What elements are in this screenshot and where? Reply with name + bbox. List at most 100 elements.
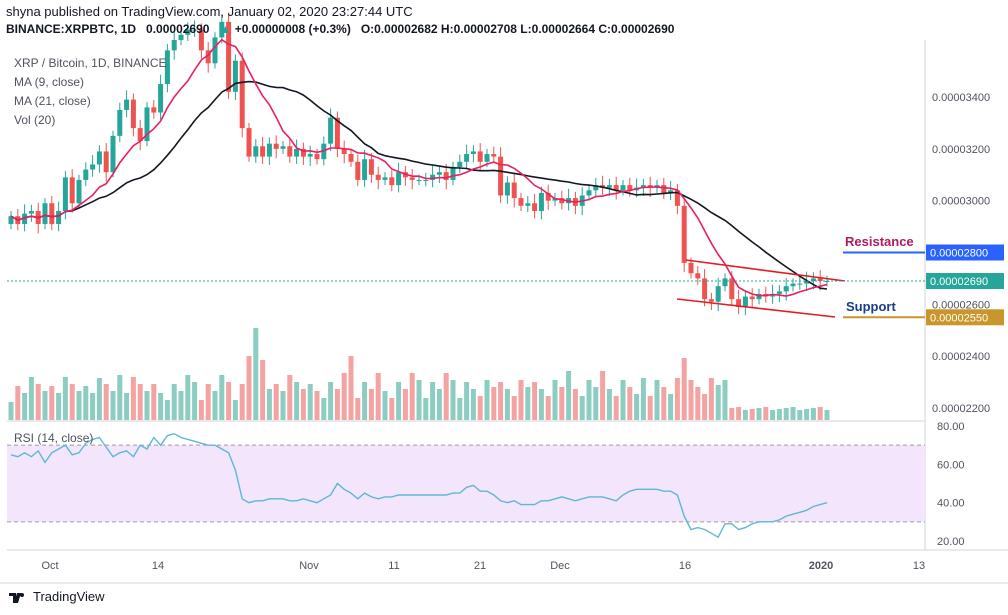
volume-bar	[668, 394, 674, 420]
volume-bar	[647, 396, 653, 420]
volume-bar	[137, 384, 143, 420]
time-tick-label: 16	[679, 560, 691, 572]
candle-body	[253, 146, 259, 157]
volume-bar	[232, 400, 238, 420]
candle-body	[538, 192, 544, 212]
volume-bar	[205, 384, 211, 420]
candle-body	[661, 185, 667, 193]
candle-body	[518, 198, 524, 206]
rsi-tick-label: 20.00	[937, 536, 965, 548]
volume-bar	[776, 409, 782, 420]
last-price-label: 0.00002690	[930, 276, 988, 288]
volume-bar	[545, 396, 551, 420]
candle-body	[783, 286, 789, 292]
volume-bar	[654, 380, 660, 420]
candle-body	[49, 203, 55, 224]
volume-bar	[695, 387, 701, 420]
candle-body	[484, 154, 490, 162]
volume-bar	[287, 375, 293, 420]
candle-body	[28, 211, 34, 214]
volume-bar	[640, 378, 646, 420]
candle-body	[688, 262, 694, 274]
candle-body	[137, 128, 143, 142]
volume-bar	[355, 398, 361, 420]
volume-bar	[42, 391, 48, 420]
legend-vol: Vol (20)	[14, 113, 56, 127]
volume-bar	[110, 391, 116, 420]
volume-bar	[708, 378, 714, 420]
volume-bar	[450, 380, 456, 420]
volume-bar	[688, 380, 694, 420]
volume-bar	[300, 389, 306, 420]
candle-body	[409, 177, 415, 180]
volume-bar	[178, 391, 184, 420]
candle-body	[668, 190, 674, 193]
volume-bar	[382, 391, 388, 420]
volume-bar	[430, 382, 436, 420]
candle-body	[742, 296, 748, 307]
candle-body	[416, 179, 422, 181]
candle-body	[695, 273, 701, 279]
volume-bar	[661, 387, 667, 420]
candle-body	[328, 117, 334, 144]
candle-body	[158, 84, 164, 113]
candle-body	[817, 278, 823, 282]
volume-bar	[627, 387, 633, 420]
candle-body	[532, 203, 538, 212]
candle-body	[287, 146, 293, 157]
candle-body	[362, 159, 368, 180]
footer: TradingView	[0, 585, 1008, 615]
volume-bar	[790, 407, 796, 420]
candle-body	[640, 185, 646, 188]
candle-body	[804, 281, 810, 284]
tradingview-logo[interactable]: TradingView	[8, 589, 105, 604]
volume-bar	[8, 402, 14, 420]
legend-title: XRP / Bitcoin, 1D, BINANCE	[14, 56, 167, 70]
volume-bar	[294, 382, 300, 420]
candle-body	[355, 161, 361, 180]
volume-bar	[273, 384, 279, 420]
candle-body	[749, 296, 755, 300]
candle-body	[307, 154, 313, 157]
axes: 0.00003400 0.00003200 0.00003000 0.00002600…	[41, 92, 990, 572]
rsi-band-fill	[7, 445, 925, 522]
last-price: 0.00002690	[146, 22, 210, 36]
volume-bar	[613, 396, 619, 420]
volume-bar	[770, 410, 776, 420]
volume-bar	[525, 387, 531, 420]
volume-bar	[69, 384, 75, 420]
candle-body	[348, 154, 354, 162]
volume-bar	[810, 408, 816, 420]
candle-body	[144, 107, 150, 142]
time-tick-label: 11	[388, 560, 399, 572]
indicator-legend: XRP / Bitcoin, 1D, BINANCE MA (9, close)…	[14, 54, 167, 130]
candle-body	[300, 148, 306, 157]
price-tick-label: 0.00003000	[932, 196, 990, 208]
resistance-price-label: 0.00002800	[930, 248, 988, 260]
candle-body	[96, 151, 102, 165]
volume-bar	[158, 393, 164, 420]
volume-bar	[171, 384, 177, 420]
volume-bar	[477, 396, 483, 420]
candle-body	[436, 172, 442, 175]
candle-body	[226, 21, 232, 92]
volume-bar	[443, 373, 449, 420]
volume-bar	[212, 391, 218, 420]
volume-bar	[90, 393, 96, 420]
volume-bar	[817, 407, 823, 420]
candle-body	[450, 166, 456, 180]
time-tick-label: 14	[152, 560, 164, 572]
volume-bar	[593, 387, 599, 420]
rsi-tick-label: 60.00	[937, 459, 965, 471]
tradingview-logo-icon	[9, 592, 24, 603]
volume-bar	[484, 380, 490, 420]
candle-body	[171, 39, 177, 51]
candle-body	[151, 107, 157, 113]
candle-body	[491, 154, 497, 157]
candle-body	[314, 154, 320, 160]
candle-body	[810, 278, 816, 282]
symbol-info: BINANCE:XRPBTC, 1D 0.00002690 ▲ +0.00000…	[6, 22, 674, 36]
volume-bar	[260, 360, 266, 420]
ma21-line	[10, 80, 828, 290]
